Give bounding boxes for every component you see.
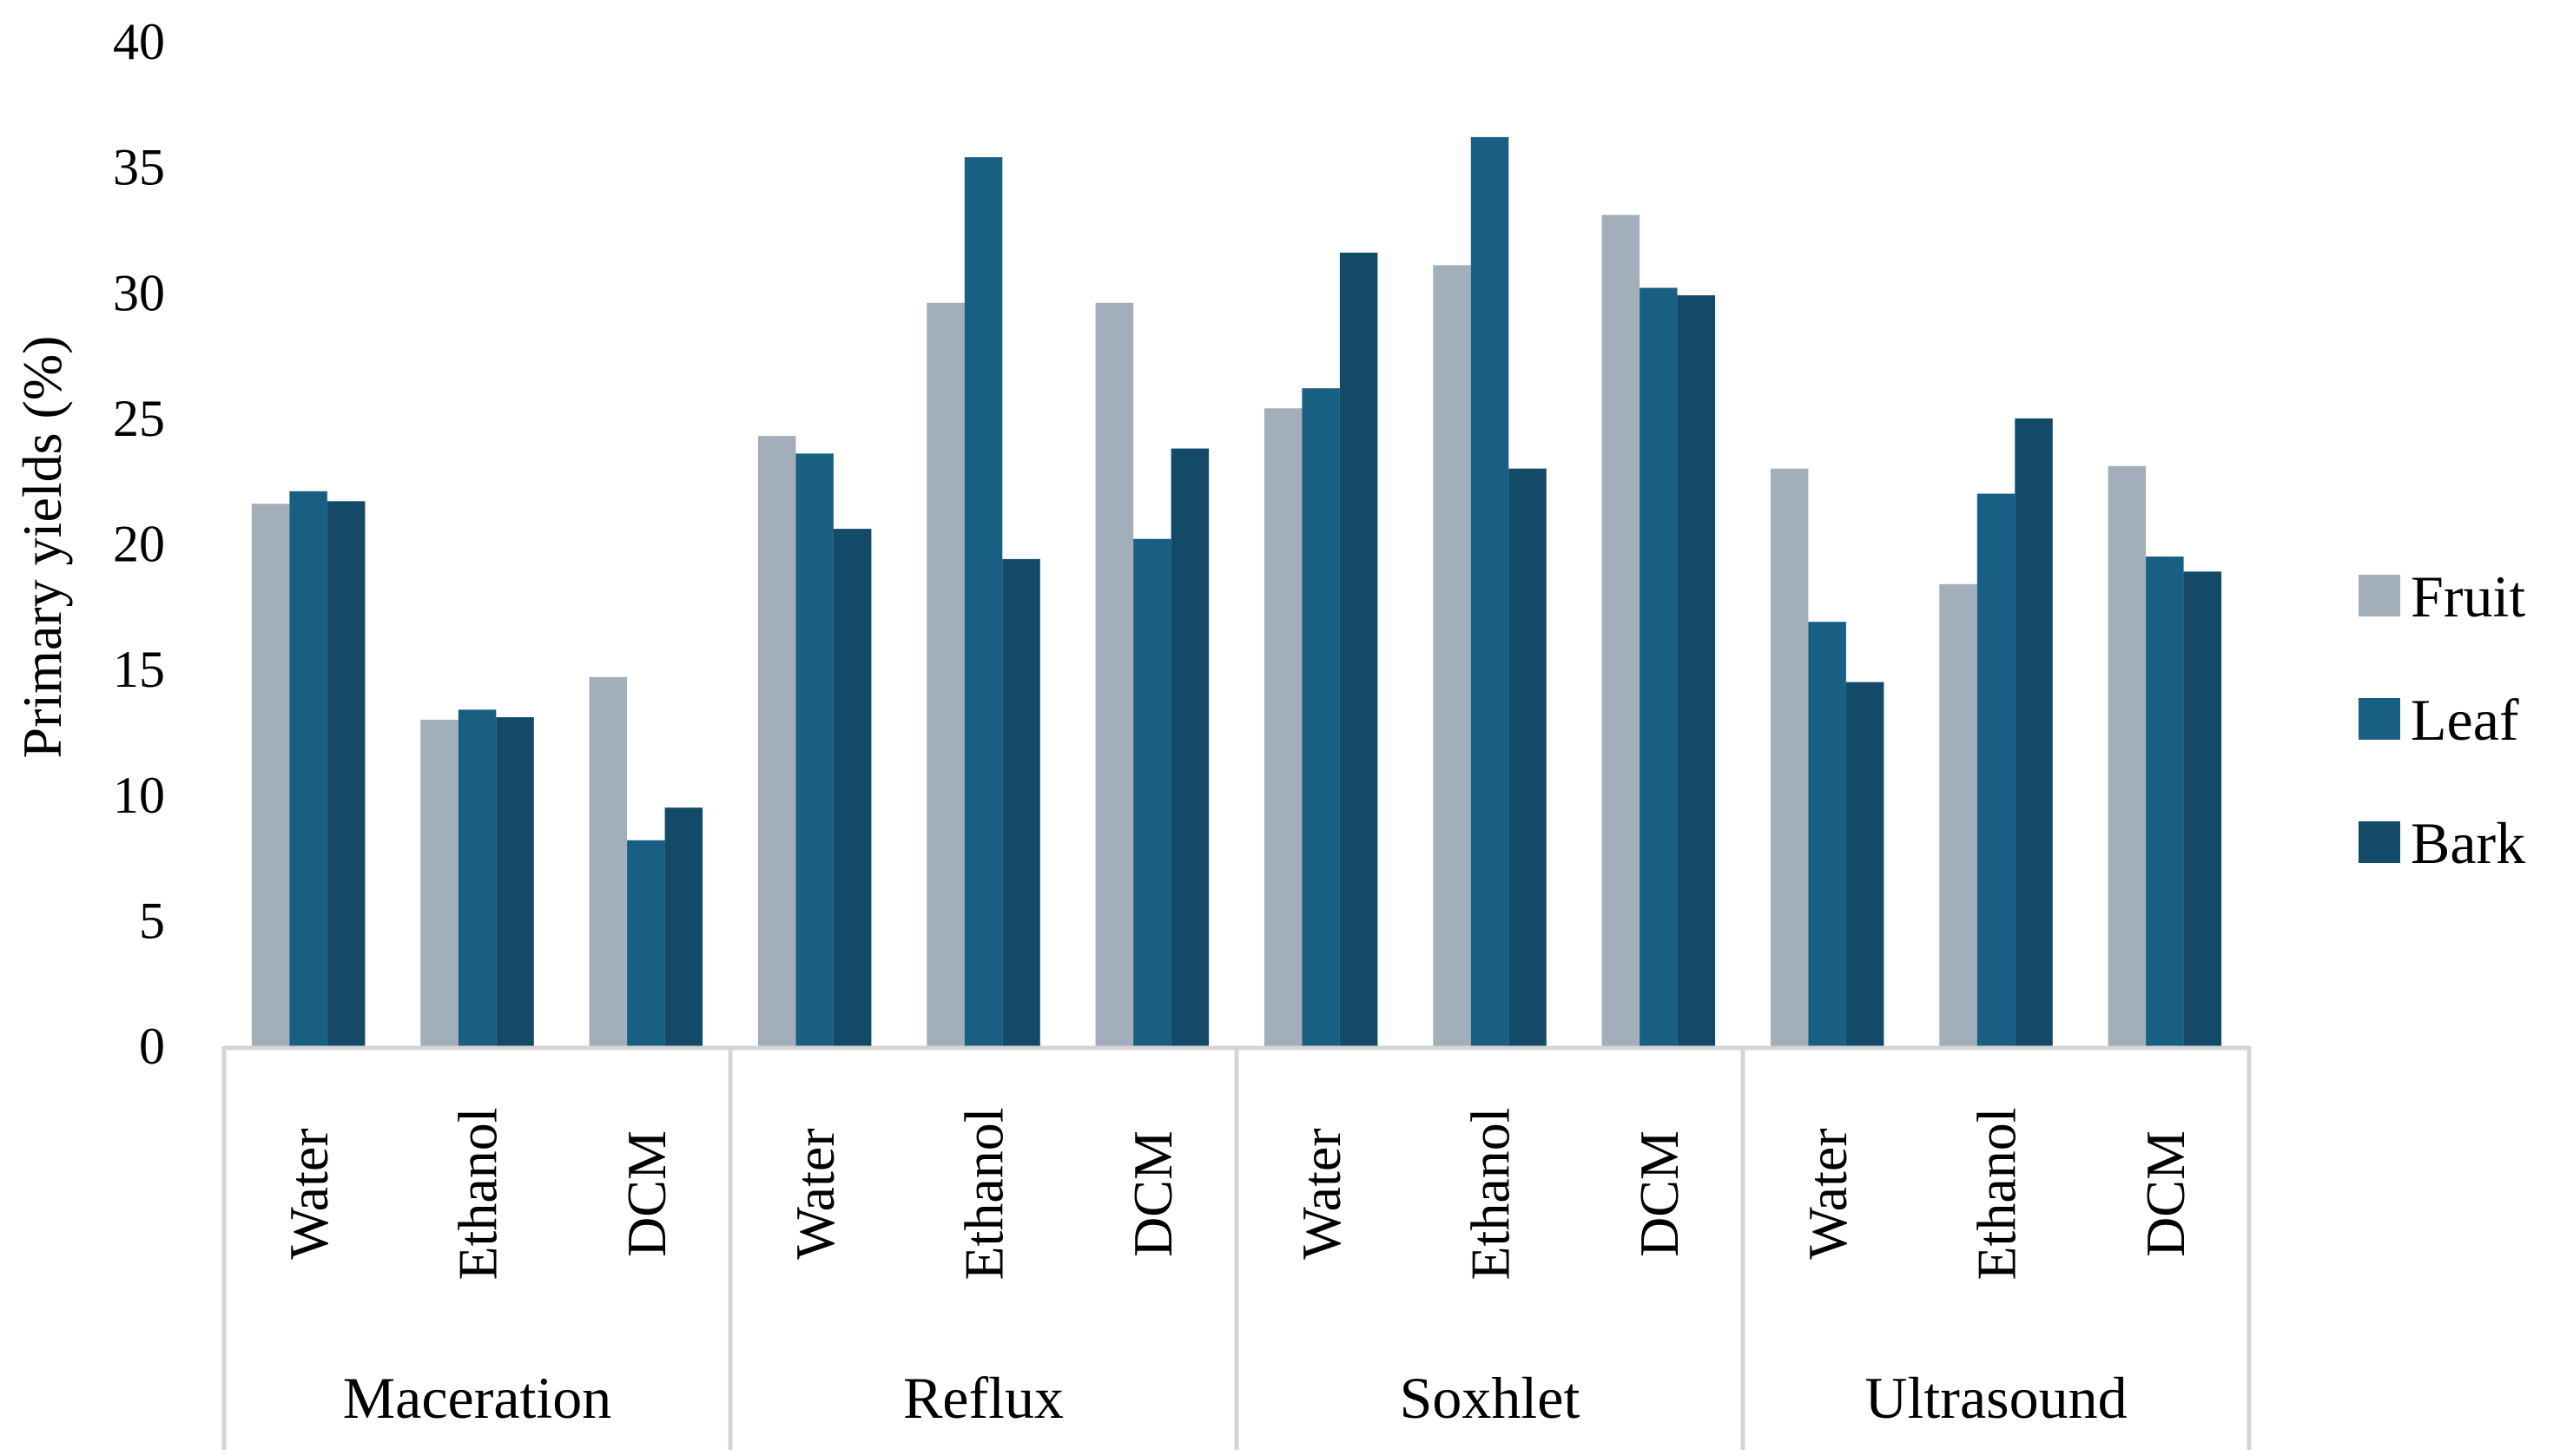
y-tick-label: 5 (139, 892, 165, 949)
bar-leaf (1808, 622, 1846, 1046)
bar-bark (496, 717, 534, 1046)
bar-bark (1002, 558, 1040, 1046)
bar-leaf (964, 157, 1003, 1047)
y-tick-label: 15 (113, 641, 165, 698)
bar-leaf (1302, 388, 1340, 1046)
bar-bark (1845, 682, 1884, 1046)
bar-bark (1339, 253, 1378, 1046)
legend-swatch-leaf (2359, 698, 2400, 740)
legend-swatch-bark (2359, 821, 2400, 863)
x-group-label: Ultrasound (1864, 1365, 2127, 1431)
bar-fruit (251, 504, 290, 1046)
bar-leaf (2146, 557, 2184, 1046)
bar-leaf (1470, 136, 1509, 1046)
x-category-label: DCM (2134, 1130, 2196, 1257)
bar-bark (2183, 571, 2222, 1046)
y-tick-label: 40 (113, 13, 165, 70)
bar-leaf (795, 453, 834, 1046)
x-axis: Water Ethanol DCM Maceration Water Ethanol DCM… (221, 1045, 2252, 1450)
y-tick-label: 25 (113, 390, 165, 447)
bar-fruit (1770, 468, 1809, 1046)
legend-swatch-fruit (2359, 575, 2400, 616)
bar-fruit (2108, 465, 2147, 1046)
bar-fruit (1601, 214, 1640, 1047)
x-group-label: Reflux (903, 1365, 1064, 1431)
bar-bark (1171, 448, 1210, 1046)
y-tick-label: 30 (113, 264, 165, 321)
x-category-label: Water (1797, 1128, 1858, 1259)
y-tick-label: 10 (113, 767, 165, 824)
x-category-label: DCM (1122, 1130, 1184, 1257)
x-group-label: Maceration (343, 1365, 612, 1431)
y-tick-label: 0 (139, 1018, 165, 1075)
bar-fruit (1433, 265, 1471, 1046)
bar-leaf (1976, 493, 2016, 1046)
y-axis: 0 5 10 15 20 25 30 35 40 (113, 13, 165, 1075)
x-category-label: DCM (1628, 1130, 1690, 1257)
bar-leaf (1133, 538, 1171, 1046)
bar-fruit (1095, 302, 1134, 1046)
bar-leaf (627, 840, 665, 1046)
legend: Fruit Leaf Bark (2359, 563, 2525, 876)
x-group-label: Soxhlet (1400, 1365, 1580, 1431)
x-category-label: Water (278, 1128, 340, 1259)
x-category-label: Ethanol (953, 1107, 1015, 1280)
bar-leaf (1640, 287, 1678, 1046)
bar-bark (833, 529, 872, 1046)
bar-fruit (1939, 583, 1977, 1046)
legend-label: Bark (2411, 810, 2525, 876)
x-category-label: DCM (616, 1130, 677, 1257)
x-category-label: Ethanol (447, 1107, 509, 1280)
y-tick-label: 35 (113, 139, 165, 196)
bar-bark (1508, 468, 1547, 1046)
bar-leaf (458, 709, 497, 1046)
bar-bark (664, 807, 703, 1046)
bar-fruit (420, 720, 459, 1046)
x-category-label: Ethanol (1966, 1107, 2028, 1280)
legend-label: Fruit (2411, 563, 2525, 629)
bar-fruit (589, 676, 628, 1046)
y-tick-label: 20 (113, 516, 165, 573)
bar-leaf (289, 491, 327, 1046)
bar-bark (327, 501, 366, 1046)
bar-fruit (927, 302, 965, 1046)
y-axis-title: Primary yields (%) (11, 336, 73, 759)
bar-fruit (757, 436, 796, 1047)
bar-fruit (1264, 408, 1303, 1046)
bar-bark (1677, 295, 1716, 1047)
x-category-label: Water (1290, 1128, 1352, 1259)
bar-bark (2015, 418, 2053, 1046)
legend-label: Leaf (2411, 687, 2519, 753)
x-category-label: Ethanol (1460, 1107, 1521, 1280)
bars (251, 136, 2222, 1047)
x-category-label: Water (784, 1128, 846, 1259)
